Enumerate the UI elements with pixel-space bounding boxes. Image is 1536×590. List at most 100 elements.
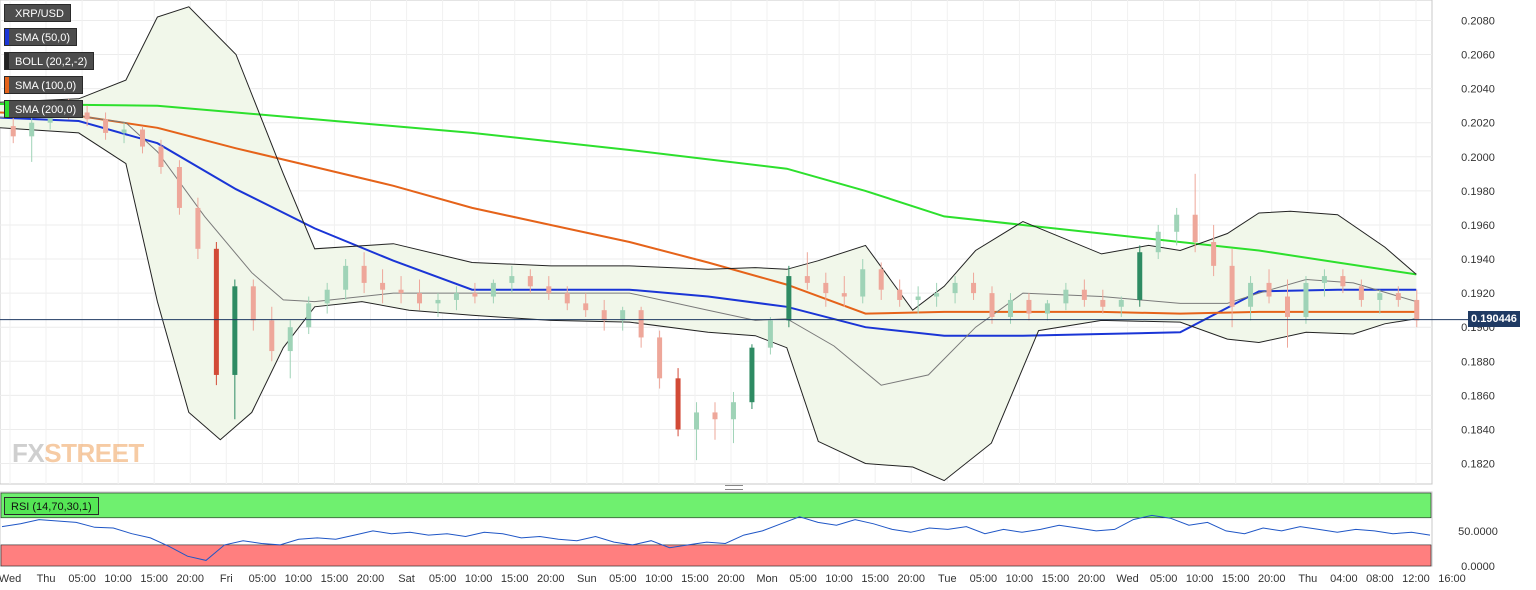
y-tick-label: 0.1880 — [1461, 356, 1495, 368]
x-tick-label: Tue — [938, 573, 957, 585]
y-tick-label: 0.1820 — [1461, 459, 1495, 471]
candle-body — [213, 248, 219, 375]
x-tick-label: Sat — [398, 573, 415, 585]
candle-body — [380, 282, 386, 290]
current-price-tag: 0.190446 — [1468, 311, 1520, 327]
x-tick-label: 10:00 — [465, 573, 493, 585]
fxstreet-watermark: FXSTREET — [12, 438, 144, 469]
x-tick-label: 10:00 — [104, 573, 132, 585]
legend-swatch-xrpusd — [5, 5, 9, 21]
candle-body — [324, 289, 330, 304]
candle-body — [10, 126, 16, 137]
bollinger-band-fill — [0, 6, 1417, 481]
x-tick-label: 15:00 — [1222, 573, 1250, 585]
x-tick-label: 20:00 — [357, 573, 385, 585]
x-tick-label: 12:00 — [1402, 573, 1430, 585]
legend-xrpusd[interactable]: XRP/USD — [4, 4, 71, 22]
y-tick-label: 0.1860 — [1461, 390, 1495, 402]
candle-body — [1266, 282, 1272, 297]
candle-body — [1284, 296, 1290, 317]
candle-body — [343, 265, 349, 290]
candle-body — [287, 327, 293, 352]
candle-body — [121, 129, 127, 133]
y-tick-label: 0.1960 — [1461, 220, 1495, 232]
rsi-line — [1, 514, 1431, 561]
candle-body — [934, 293, 940, 297]
candle-body — [158, 146, 164, 168]
bollinger-upper-line — [0, 6, 1417, 311]
candle-body — [786, 276, 792, 321]
x-tick-label: 15:00 — [501, 573, 529, 585]
candle-body — [841, 293, 847, 297]
rsi-legend[interactable]: RSI (14,70,30,1) — [4, 497, 99, 515]
candle-body — [453, 293, 459, 300]
y-tick-label: 0.1840 — [1461, 424, 1495, 436]
x-tick-label: Thu — [37, 573, 56, 585]
candle-body — [1044, 303, 1050, 314]
candle-body — [1174, 214, 1180, 232]
x-tick-label: 05:00 — [789, 573, 817, 585]
y-tick-label: 0.2060 — [1461, 50, 1495, 62]
y-tick-label: 0.2020 — [1461, 118, 1495, 130]
x-tick-label: 16:00 — [1438, 573, 1466, 585]
x-tick-label: 15:00 — [861, 573, 889, 585]
bollinger-middle-line — [0, 115, 1417, 386]
candle-body — [1155, 231, 1161, 253]
candle-body — [620, 310, 626, 321]
x-tick-label: Wed — [1116, 573, 1138, 585]
legend-swatch-sma-200 — [5, 101, 9, 117]
watermark-street: STREET — [44, 438, 144, 468]
legend-sma-50[interactable]: SMA (50,0) — [4, 28, 78, 46]
x-tick-label: 05:00 — [1150, 573, 1178, 585]
x-tick-label: 20:00 — [1078, 573, 1106, 585]
candle-body — [417, 293, 423, 304]
legend-swatch-sma-50 — [5, 29, 9, 45]
candle-body — [103, 119, 109, 133]
candle-body — [564, 293, 570, 304]
candle-body — [1340, 276, 1346, 287]
legend-sma-100[interactable]: SMA (100,0) — [4, 76, 84, 94]
candle-body — [509, 276, 515, 283]
x-tick-label: 05:00 — [68, 573, 96, 585]
y-tick-label: 0.1940 — [1461, 254, 1495, 266]
candle-body — [657, 337, 663, 379]
x-tick-label: 04:00 — [1330, 573, 1358, 585]
candle-body — [250, 286, 256, 321]
candle-body — [472, 293, 478, 297]
candle-body — [398, 289, 404, 294]
pane-resize-handle[interactable] — [725, 485, 743, 490]
candle-body — [490, 282, 496, 297]
candle-body — [1303, 282, 1309, 317]
candle-body — [361, 265, 367, 283]
candle-body — [583, 303, 589, 311]
legend-sma-200[interactable]: SMA (200,0) — [4, 100, 84, 118]
candle-body — [1137, 252, 1143, 300]
x-tick-label: 05:00 — [970, 573, 998, 585]
sma-200-0--line — [0, 103, 1417, 276]
candle-body — [1081, 289, 1087, 300]
x-tick-label: 10:00 — [285, 573, 313, 585]
candle-body — [897, 289, 903, 300]
y-tick-label: 0.1980 — [1461, 186, 1495, 198]
sma-100-0--line — [0, 111, 1417, 315]
x-tick-label: 10:00 — [825, 573, 853, 585]
candle-body — [232, 286, 238, 375]
x-tick-label: 15:00 — [321, 573, 349, 585]
candle-body — [1007, 299, 1013, 317]
rsi-tick-label: 50.0000 — [1458, 526, 1498, 538]
candle-body — [601, 310, 607, 321]
watermark-fx: FX — [12, 438, 45, 468]
x-tick-label: 20:00 — [537, 573, 565, 585]
x-tick-label: Thu — [1298, 573, 1317, 585]
legend-label-xrpusd: XRP/USD — [15, 8, 64, 20]
legend-label-sma-100: SMA (100,0) — [15, 80, 77, 92]
candle-body — [1063, 289, 1069, 304]
legend-boll[interactable]: BOLL (20,2,-2) — [4, 52, 95, 70]
candle-body — [952, 282, 958, 294]
x-tick-label: 20:00 — [176, 573, 204, 585]
y-tick-label: 0.2080 — [1461, 15, 1495, 27]
candle-body — [989, 293, 995, 317]
candle-body — [1118, 299, 1124, 307]
x-tick-label: 15:00 — [140, 573, 168, 585]
